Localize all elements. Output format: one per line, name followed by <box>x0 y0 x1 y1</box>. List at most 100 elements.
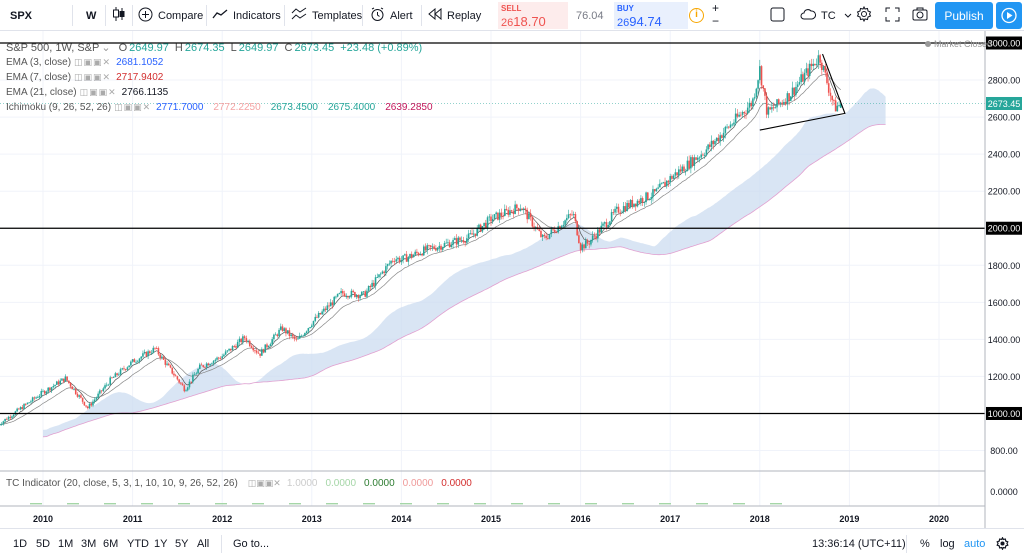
price-chart[interactable]: 3000.00 2800.00 2600.00 2400.00 2200.00 2000.… <box>0 31 1024 528</box>
indicators-button[interactable]: Indicators <box>212 0 281 31</box>
layout-button[interactable] <box>770 0 785 31</box>
replay-button[interactable]: Replay <box>428 0 481 31</box>
price-tag-label: 3000.00 <box>988 39 1021 49</box>
candle-body <box>764 88 766 96</box>
candle-body <box>18 408 20 410</box>
candle-body <box>157 348 160 355</box>
symbol-search[interactable]: SPX <box>10 0 32 31</box>
candle-body <box>348 296 351 298</box>
range-6m[interactable]: 6M <box>103 538 119 550</box>
chart-style-button[interactable]: TC <box>800 0 852 31</box>
candle-body <box>209 364 211 366</box>
legend-buttons[interactable]: ◫▣▣✕ <box>247 478 281 488</box>
fullscreen-button[interactable] <box>885 0 900 31</box>
play-button[interactable] <box>996 2 1022 29</box>
candle-body <box>166 363 168 365</box>
candle-body <box>474 233 477 236</box>
candle-body <box>600 225 603 233</box>
candle-body <box>727 126 730 128</box>
play-icon <box>1001 7 1017 24</box>
chart-type-button[interactable] <box>112 0 131 31</box>
time-tick-label: 2012 <box>212 514 232 524</box>
candle-body <box>460 240 463 241</box>
auto-toggle[interactable]: auto <box>964 538 986 550</box>
candle-body <box>245 338 248 342</box>
info-icon[interactable]: i <box>689 8 704 23</box>
publish-button[interactable]: Publish <box>935 2 993 29</box>
range-1d[interactable]: 1D <box>13 538 28 550</box>
range-5d[interactable]: 5D <box>36 538 51 550</box>
settings-button[interactable] <box>856 0 872 31</box>
candle-body <box>464 242 466 244</box>
interval-button[interactable]: W <box>86 9 97 22</box>
candle-body <box>336 293 339 297</box>
candle-body <box>657 187 659 189</box>
tc-indicator-legend[interactable]: TC Indicator (20, close, 5, 3, 1, 10, 10… <box>6 478 472 489</box>
time-tick-label: 2010 <box>33 514 53 524</box>
chevron-down-icon[interactable]: ⌄ <box>101 42 111 54</box>
range-5y[interactable]: 5Y <box>175 538 189 550</box>
candlesticks <box>0 50 842 426</box>
alert-button[interactable]: Alert <box>370 0 413 31</box>
candle-body <box>695 157 697 160</box>
goto-button[interactable]: Go to... <box>233 538 270 550</box>
quantity-stepper[interactable]: + − <box>712 1 720 28</box>
candle-body <box>376 277 379 278</box>
candle-body <box>748 102 751 108</box>
candle-body <box>221 356 223 359</box>
candle-body <box>193 374 196 376</box>
clock[interactable]: 13:36:14 (UTC+11) <box>812 538 906 550</box>
legend-buttons[interactable]: ◫▣▣✕ <box>114 102 152 112</box>
candle-body <box>560 226 563 229</box>
candle-body <box>19 407 22 410</box>
ichimoku-legend[interactable]: Ichimoku (9, 26, 52, 26) ◫▣▣✕ 2771.7000 … <box>6 102 433 113</box>
ema21-legend[interactable]: EMA (21, close) ◫▣▣✕ 2766.1135 <box>6 87 169 98</box>
range-3m[interactable]: 3M <box>81 538 97 550</box>
sell-button[interactable]: SELL 2618.70 <box>498 2 568 29</box>
candle-body <box>583 244 585 249</box>
candle-body <box>16 408 18 412</box>
range-1y[interactable]: 1Y <box>154 538 168 550</box>
candle-body <box>507 209 510 215</box>
buy-price-prefix: 26 <box>617 17 630 29</box>
candle-body <box>839 103 842 108</box>
candle-body <box>340 291 342 294</box>
candle-body <box>431 246 434 248</box>
range-ytd[interactable]: YTD <box>127 538 149 550</box>
candle-body <box>26 402 29 405</box>
templates-button[interactable]: Templates <box>291 0 362 31</box>
legend-buttons[interactable]: ◫▣▣✕ <box>74 72 112 82</box>
range-1m[interactable]: 1M <box>58 538 74 550</box>
candle-body <box>410 253 413 258</box>
candle-body <box>579 243 582 251</box>
legend-buttons[interactable]: ◫▣▣✕ <box>74 57 112 67</box>
percent-toggle[interactable]: % <box>920 538 930 550</box>
buy-button[interactable]: BUY 2694.74 <box>614 2 688 29</box>
snapshot-button[interactable] <box>912 0 928 31</box>
candle-body <box>640 198 642 203</box>
ema3-legend[interactable]: EMA (3, close) ◫▣▣✕ 2681.1052 <box>6 57 164 68</box>
ema7-legend[interactable]: EMA (7, close) ◫▣▣✕ 2717.9402 <box>6 72 164 83</box>
candle-body <box>149 351 151 354</box>
candle-body <box>116 373 118 376</box>
candle-body <box>741 112 744 115</box>
candle-body <box>87 406 89 409</box>
compare-button[interactable]: Compare <box>138 0 203 31</box>
candle-body <box>9 416 12 418</box>
candle-body <box>557 226 559 233</box>
candle-body <box>538 229 541 231</box>
candle-body <box>112 377 115 378</box>
candle-body <box>805 68 808 73</box>
range-all[interactable]: All <box>197 538 210 550</box>
candle-body <box>414 251 416 255</box>
candle-body <box>323 308 325 312</box>
candle-body <box>328 305 330 307</box>
price-tick-label: 1400.00 <box>988 335 1021 345</box>
trade-panel: SELL 2618.70 76.04 BUY 2694.74 i + − <box>486 2 726 29</box>
candle-body <box>784 101 787 105</box>
log-toggle[interactable]: log <box>940 538 955 550</box>
candle-body <box>746 107 749 114</box>
settings-gear-icon[interactable] <box>996 536 1009 553</box>
legend-buttons[interactable]: ◫▣▣✕ <box>79 87 117 97</box>
candle-body <box>621 211 623 213</box>
